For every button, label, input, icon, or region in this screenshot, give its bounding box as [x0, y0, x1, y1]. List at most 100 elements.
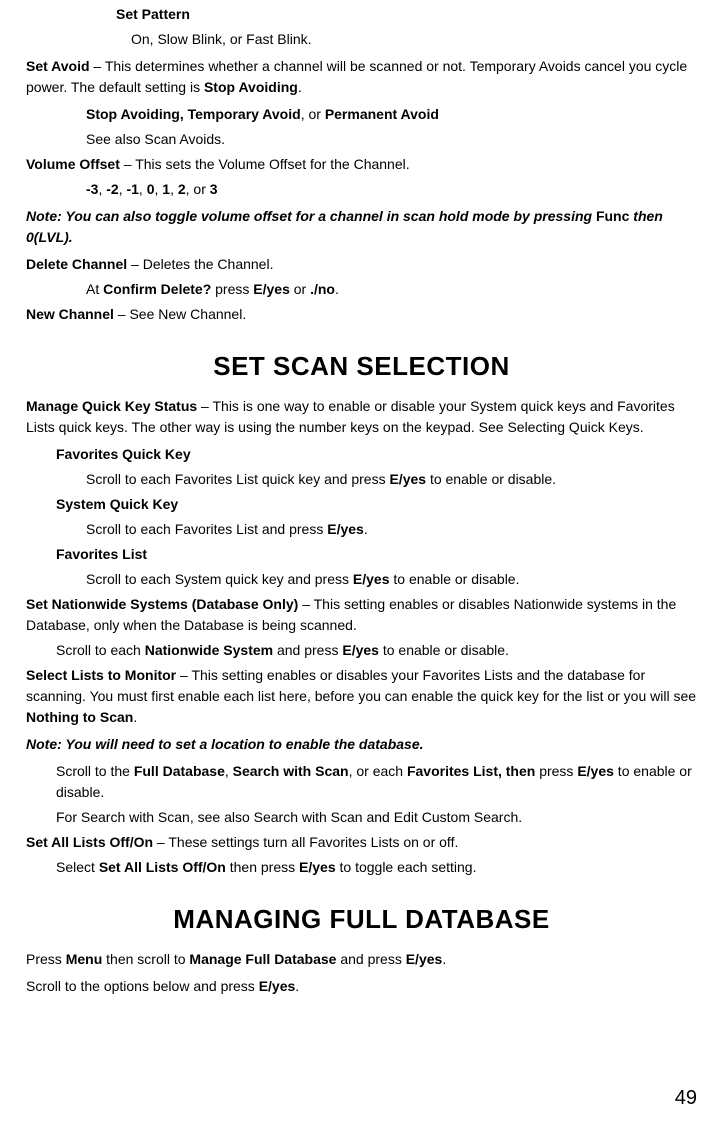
slm-scroll: Scroll to the Full Database, Search with…	[56, 761, 697, 803]
delete-channel-para: Delete Channel – Deletes the Channel.	[26, 254, 697, 275]
dc-b: Confirm Delete?	[103, 281, 211, 297]
mfd-p2a: Scroll to the options below and press	[26, 978, 259, 994]
slm-search: For Search with Scan, see also Search wi…	[56, 807, 697, 828]
mfd-p2: Scroll to the options below and press E/…	[26, 976, 697, 997]
fl-c: to enable or disable.	[390, 571, 520, 587]
slm-sd: Search with Scan	[233, 763, 349, 779]
sal-select: Select Set All Lists Off/On then press E…	[56, 857, 697, 878]
sns-se: to enable or disable.	[379, 642, 509, 658]
volume-offset-para: Volume Offset – This sets the Volume Off…	[26, 154, 697, 175]
sal-para: Set All Lists Off/On – These settings tu…	[26, 832, 697, 853]
mqks-label: Manage Quick Key Status	[26, 398, 197, 414]
set-avoid-opt-post: Permanent Avoid	[325, 106, 439, 122]
section-heading-database: MANAGING FULL DATABASE	[26, 904, 697, 935]
sns-sb: Nationwide System	[145, 642, 273, 658]
dc-a: At	[86, 281, 103, 297]
sqk-a: Scroll to each Favorites List and press	[86, 521, 327, 537]
mfd-p1d: Manage Full Database	[189, 951, 336, 967]
vo-p1: 1	[162, 181, 170, 197]
vo-n2: -2	[106, 181, 118, 197]
sqk-title: System Quick Key	[56, 494, 697, 515]
fqk-c: to enable or disable.	[426, 471, 556, 487]
vo-note-b: Func	[596, 208, 629, 224]
vo-c3: ,	[139, 181, 147, 197]
set-avoid-seealso: See also Scan Avoids.	[86, 129, 697, 150]
document-page: Set Pattern On, Slow Blink, or Fast Blin…	[0, 4, 723, 1124]
vo-note-a: Note: You can also toggle volume offset …	[26, 208, 596, 224]
dc-f: ./no	[310, 281, 335, 297]
slm-desc-c: .	[133, 709, 137, 725]
new-channel-label: New Channel	[26, 306, 114, 322]
mqks-para: Manage Quick Key Status – This is one wa…	[26, 396, 697, 438]
sal-e: to toggle each setting.	[336, 859, 477, 875]
sal-desc: – These settings turn all Favorites List…	[153, 834, 458, 850]
volume-offset-label: Volume Offset	[26, 156, 120, 172]
vo-c5: ,	[170, 181, 178, 197]
sal-b: Set All Lists Off/On	[99, 859, 226, 875]
vo-z: 0	[147, 181, 155, 197]
set-avoid-desc-b: Stop Avoiding	[204, 79, 298, 95]
vo-n3: -3	[86, 181, 98, 197]
fqk-a: Scroll to each Favorites List quick key …	[86, 471, 389, 487]
dc-c: press	[211, 281, 253, 297]
sal-d: E/yes	[299, 859, 336, 875]
page-number: 49	[675, 1087, 697, 1110]
sns-sc: and press	[273, 642, 342, 658]
slm-sf: Favorites List, then	[407, 763, 535, 779]
sal-label: Set All Lists Off/On	[26, 834, 153, 850]
section-heading-scan: SET SCAN SELECTION	[26, 351, 697, 382]
new-channel-para: New Channel – See New Channel.	[26, 304, 697, 325]
set-avoid-label: Set Avoid	[26, 58, 90, 74]
delete-channel-confirm: At Confirm Delete? press E/yes or ./no.	[86, 279, 697, 300]
sal-c: then press	[226, 859, 299, 875]
slm-sb: Full Database	[134, 763, 225, 779]
mfd-p2b: E/yes	[259, 978, 296, 994]
mfd-p1f: E/yes	[406, 951, 443, 967]
fl-title: Favorites List	[56, 544, 697, 565]
mfd-p1b: Menu	[66, 951, 103, 967]
vo-p3: 3	[210, 181, 218, 197]
sns-scroll: Scroll to each Nationwide System and pre…	[56, 640, 697, 661]
mfd-p1e: and press	[336, 951, 405, 967]
slm-sc: ,	[225, 763, 233, 779]
mfd-p1c: then scroll to	[102, 951, 189, 967]
volume-offset-desc: – This sets the Volume Offset for the Ch…	[120, 156, 410, 172]
sqk-desc: Scroll to each Favorites List and press …	[86, 519, 697, 540]
new-channel-desc: – See New Channel.	[114, 306, 246, 322]
vo-c6: , or	[186, 181, 210, 197]
mfd-p2c: .	[295, 978, 299, 994]
slm-sa: Scroll to the	[56, 763, 134, 779]
mfd-p1: Press Menu then scroll to Manage Full Da…	[26, 949, 697, 970]
vo-n1: -1	[126, 181, 138, 197]
slm-sh: E/yes	[577, 763, 614, 779]
set-avoid-desc-c: .	[298, 79, 302, 95]
fqk-desc: Scroll to each Favorites List quick key …	[86, 469, 697, 490]
sns-sd: E/yes	[342, 642, 379, 658]
slm-desc-b: Nothing to Scan	[26, 709, 133, 725]
set-pattern-desc: On, Slow Blink, or Fast Blink.	[131, 29, 697, 50]
slm-para: Select Lists to Monitor – This setting e…	[26, 665, 697, 728]
set-avoid-desc-a: – This determines whether a channel will…	[26, 58, 687, 95]
set-avoid-opt-mid: , or	[301, 106, 325, 122]
delete-channel-label: Delete Channel	[26, 256, 127, 272]
mfd-p1a: Press	[26, 951, 66, 967]
dc-d: E/yes	[253, 281, 290, 297]
fqk-title: Favorites Quick Key	[56, 444, 697, 465]
fqk-b: E/yes	[389, 471, 426, 487]
sqk-b: E/yes	[327, 521, 364, 537]
slm-label: Select Lists to Monitor	[26, 667, 176, 683]
slm-sg: press	[535, 763, 577, 779]
sns-label: Set Nationwide Systems (Database Only)	[26, 596, 298, 612]
volume-offset-note: Note: You can also toggle volume offset …	[26, 206, 697, 248]
set-avoid-para: Set Avoid – This determines whether a ch…	[26, 56, 697, 98]
set-avoid-opt-pre: Stop Avoiding, Temporary Avoid	[86, 106, 301, 122]
delete-channel-desc: – Deletes the Channel.	[127, 256, 273, 272]
set-pattern-title: Set Pattern	[116, 4, 697, 25]
sal-a: Select	[56, 859, 99, 875]
dc-g: .	[335, 281, 339, 297]
slm-se: , or each	[349, 763, 407, 779]
fl-b: E/yes	[353, 571, 390, 587]
mfd-p1g: .	[442, 951, 446, 967]
sns-para: Set Nationwide Systems (Database Only) –…	[26, 594, 697, 636]
vo-p2: 2	[178, 181, 186, 197]
